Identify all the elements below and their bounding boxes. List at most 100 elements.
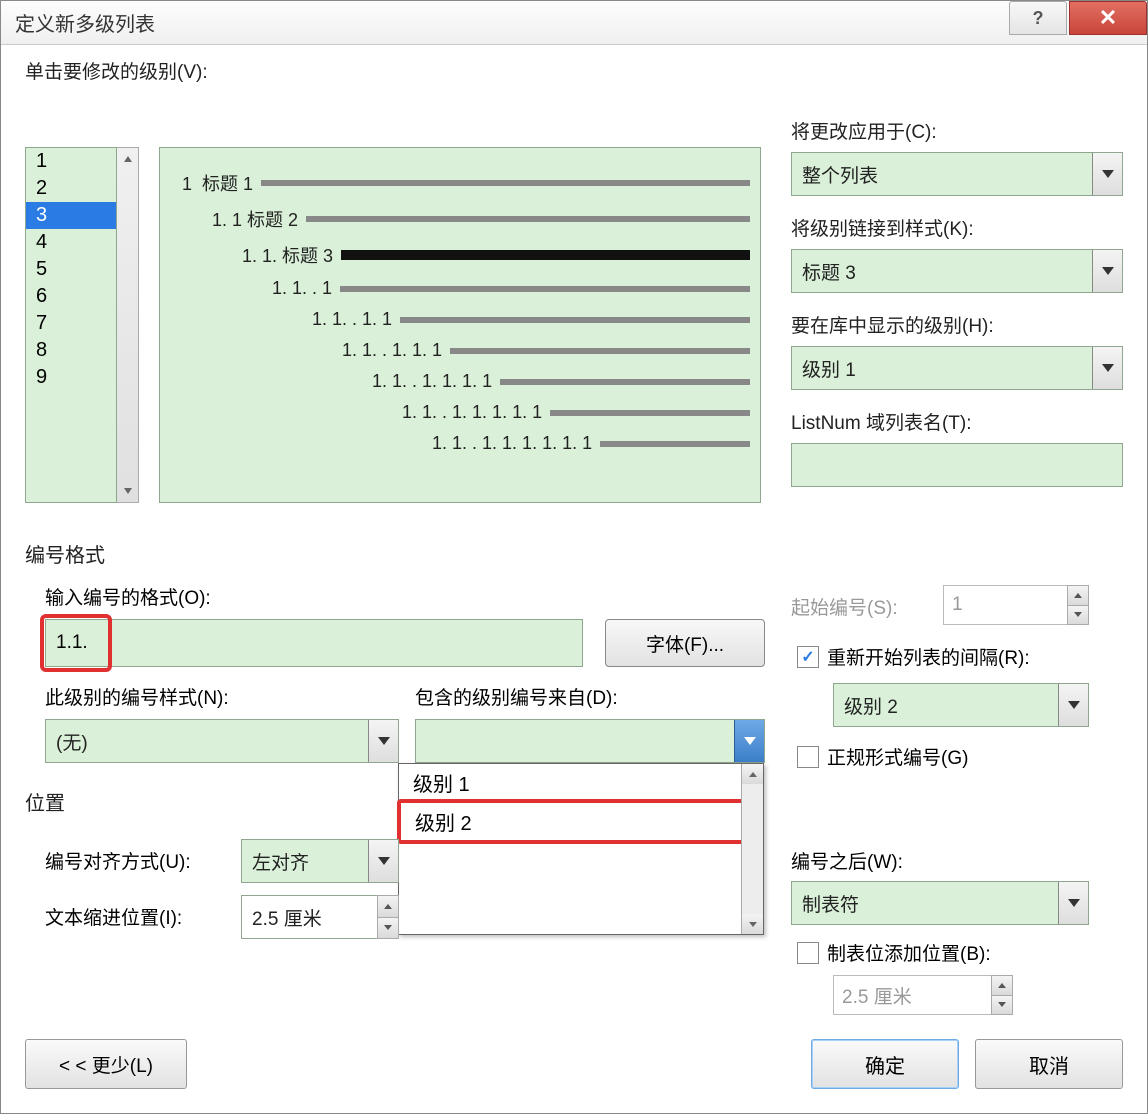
spinner-buttons[interactable] <box>991 975 1013 1015</box>
level-list-item[interactable]: 5 <box>26 256 116 283</box>
restart-value: 级别 2 <box>844 692 898 719</box>
preview-row-bar <box>450 348 750 354</box>
dropdown-arrow-icon[interactable] <box>1092 250 1122 292</box>
click-level-label: 单击要修改的级别(V): <box>25 57 208 84</box>
dialog-body: 单击要修改的级别(V): 123456789 1 标题 11. 1 标题 21.… <box>1 45 1147 1113</box>
number-style-label: 此级别的编号样式(N): <box>45 683 229 710</box>
include-from-dropdown[interactable] <box>415 719 765 763</box>
level-list-item[interactable]: 2 <box>26 175 116 202</box>
dialog-window: 定义新多级列表 ? ✕ 单击要修改的级别(V): 123456789 1 标题 … <box>0 0 1148 1114</box>
level-scrollbar[interactable] <box>117 147 139 503</box>
preview-row: 1. 1. . 1. 1 <box>182 309 750 330</box>
dropdown-arrow-icon[interactable] <box>1058 684 1088 726</box>
spinner-buttons[interactable] <box>1067 585 1089 625</box>
preview-row-text: 1. 1. . 1. 1. 1. 1. 1 <box>402 402 542 423</box>
number-format-value: 1.1. <box>56 632 88 654</box>
scroll-up-icon[interactable] <box>742 764 763 784</box>
cancel-button[interactable]: 取消 <box>975 1039 1123 1089</box>
gallery-label: 要在库中显示的级别(H): <box>791 311 1123 338</box>
start-at-label: 起始编号(S): <box>791 593 898 620</box>
right-column: 将更改应用于(C): 整个列表 将级别链接到样式(K): 标题 3 要在库中显示… <box>791 117 1123 505</box>
tab-add-checkbox[interactable] <box>797 942 819 964</box>
preview-row-text: 1 标题 1 <box>182 170 253 196</box>
dropdown-arrow-icon[interactable] <box>734 720 764 762</box>
indent-value: 2.5 厘米 <box>252 904 322 931</box>
close-button[interactable]: ✕ <box>1069 1 1147 35</box>
enter-format-label: 输入编号的格式(O): <box>45 583 211 610</box>
follow-dropdown[interactable]: 制表符 <box>791 881 1089 925</box>
level-list-item[interactable]: 4 <box>26 229 116 256</box>
legal-checkbox-row[interactable]: 正规形式编号(G) <box>797 743 968 770</box>
preview-row: 1. 1. . 1. 1. 1. 1 <box>182 371 750 392</box>
preview-row: 1. 1. 标题 3 <box>182 242 750 268</box>
preview-row-text: 1. 1 标题 2 <box>212 206 298 232</box>
follow-value: 制表符 <box>802 890 859 917</box>
list-preview: 1 标题 1 1. 1 标题 2 1. 1. 标题 3 1. 1. . 1 1. 1. … <box>159 147 761 503</box>
preview-row: 1. 1. . 1. 1. 1 <box>182 340 750 361</box>
level-listbox[interactable]: 123456789 <box>25 147 139 503</box>
dropdown-arrow-icon[interactable] <box>1092 153 1122 195</box>
preview-row-text: 1. 1. . 1. 1 <box>312 309 392 330</box>
level-list-item[interactable]: 9 <box>26 364 116 391</box>
level-list-item[interactable]: 7 <box>26 310 116 337</box>
apply-to-dropdown[interactable]: 整个列表 <box>791 152 1123 196</box>
preview-row: 1. 1. . 1 <box>182 278 750 299</box>
legal-label: 正规形式编号(G) <box>827 743 968 770</box>
tab-add-checkbox-row[interactable]: 制表位添加位置(B): <box>797 939 991 966</box>
number-style-dropdown[interactable]: (无) <box>45 719 399 763</box>
preview-row-bar <box>600 441 750 447</box>
restart-label: 重新开始列表的间隔(R): <box>827 643 1030 670</box>
preview-row: 1. 1. . 1. 1. 1. 1. 1 <box>182 402 750 423</box>
level-list-item[interactable]: 1 <box>26 148 116 175</box>
level-list-item[interactable]: 8 <box>26 337 116 364</box>
numfmt-section-title: 编号格式 <box>25 539 105 568</box>
dropdown-scrollbar[interactable] <box>741 764 763 934</box>
level-list-item[interactable]: 3 <box>26 202 116 229</box>
preview-row-bar <box>400 317 750 323</box>
align-label: 编号对齐方式(U): <box>45 847 191 874</box>
number-format-input[interactable]: 1.1. <box>45 619 583 667</box>
dropdown-arrow-icon[interactable] <box>1058 882 1088 924</box>
gallery-dropdown[interactable]: 级别 1 <box>791 346 1123 390</box>
preview-row-bar <box>550 410 750 416</box>
listnum-input[interactable] <box>791 443 1123 487</box>
dropdown-arrow-icon[interactable] <box>368 840 398 882</box>
tab-position-value: 2.5 厘米 <box>842 982 912 1009</box>
start-at-value: 1 <box>952 594 963 616</box>
dialog-title: 定义新多级列表 <box>15 8 155 37</box>
include-from-label: 包含的级别编号来自(D): <box>415 683 618 710</box>
preview-row-bar <box>341 250 750 260</box>
start-at-spinner[interactable]: 1 <box>943 585 1089 625</box>
preview-row-text: 1. 1. . 1. 1. 1 <box>342 340 442 361</box>
indent-spinner[interactable]: 2.5 厘米 <box>241 895 399 939</box>
restart-dropdown[interactable]: 级别 2 <box>833 683 1089 727</box>
align-dropdown[interactable]: 左对齐 <box>241 839 399 883</box>
scroll-down-icon[interactable] <box>742 914 763 934</box>
dropdown-arrow-icon[interactable] <box>368 720 398 762</box>
preview-row-text: 1. 1. . 1. 1. 1. 1. 1. 1 <box>432 433 592 454</box>
include-from-dropdown-list[interactable]: 级别 1级别 2 <box>398 763 764 935</box>
font-button[interactable]: 字体(F)... <box>605 619 765 667</box>
less-button[interactable]: < < 更少(L) <box>25 1039 187 1089</box>
preview-row-text: 1. 1. . 1. 1. 1. 1 <box>372 371 492 392</box>
listnum-label: ListNum 域列表名(T): <box>791 408 1123 435</box>
ok-button[interactable]: 确定 <box>811 1039 959 1089</box>
level-list-item[interactable]: 6 <box>26 283 116 310</box>
restart-checkbox-row[interactable]: 重新开始列表的间隔(R): <box>797 643 1030 670</box>
legal-checkbox[interactable] <box>797 746 819 768</box>
scroll-down-icon[interactable] <box>117 480 138 502</box>
spinner-buttons[interactable] <box>377 895 399 939</box>
dropdown-arrow-icon[interactable] <box>1092 347 1122 389</box>
tab-position-spinner: 2.5 厘米 <box>833 975 1013 1015</box>
dropdown-option[interactable]: 级别 2 <box>397 799 761 844</box>
scroll-up-icon[interactable] <box>117 148 138 170</box>
tab-add-label: 制表位添加位置(B): <box>827 939 991 966</box>
titlebar-buttons: ? ✕ <box>1009 1 1147 35</box>
restart-checkbox[interactable] <box>797 646 819 668</box>
link-style-dropdown[interactable]: 标题 3 <box>791 249 1123 293</box>
dropdown-option[interactable]: 级别 1 <box>399 764 763 801</box>
preview-row: 1. 1. . 1. 1. 1. 1. 1. 1 <box>182 433 750 454</box>
help-button[interactable]: ? <box>1009 1 1067 35</box>
preview-row-text: 1. 1. . 1 <box>272 278 332 299</box>
preview-row-bar <box>500 379 750 385</box>
